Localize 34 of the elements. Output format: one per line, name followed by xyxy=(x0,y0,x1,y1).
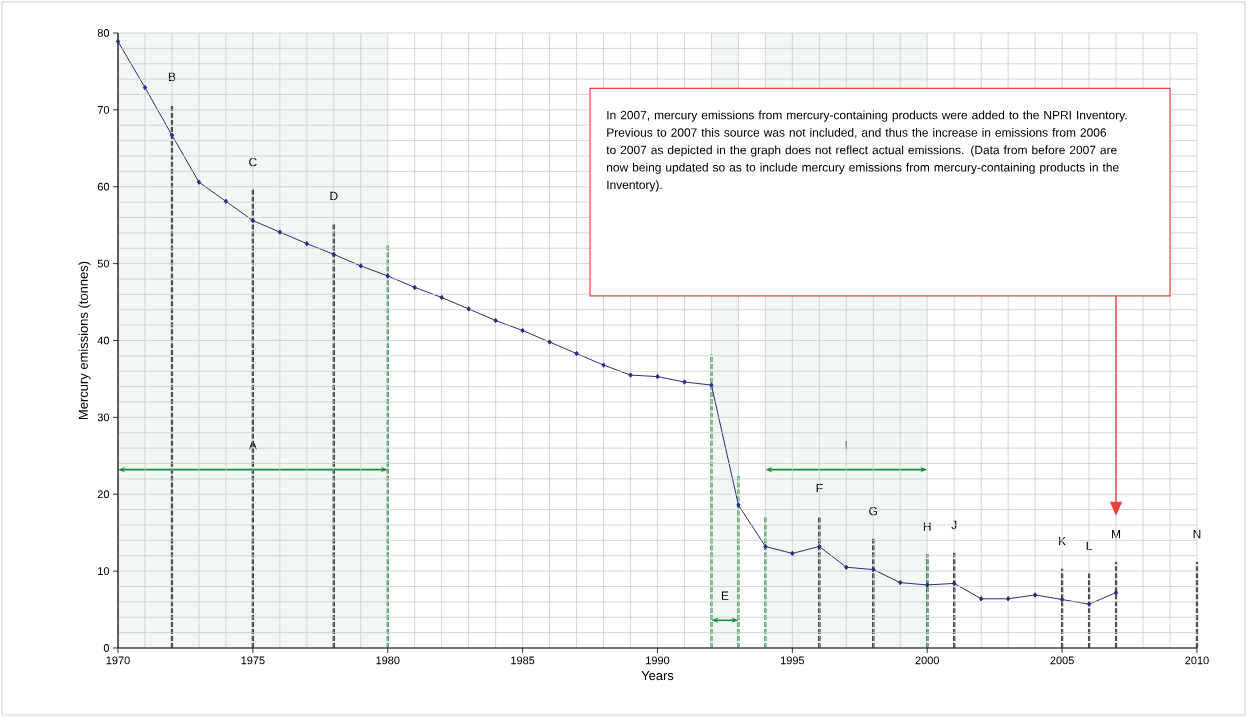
y-tick-label: 80 xyxy=(97,29,110,37)
x-tick-label: 1990 xyxy=(646,656,670,665)
y-tick-label: 40 xyxy=(97,336,110,345)
x-tick-label: 1970 xyxy=(106,656,130,665)
y-tick-label: 30 xyxy=(97,413,110,422)
ref-line-label: H xyxy=(923,522,931,531)
ref-line-label: F xyxy=(816,483,823,493)
x-tick-label: 1985 xyxy=(511,656,535,665)
y-tick-label: 10 xyxy=(98,567,110,575)
y-tick-label: 0 xyxy=(103,644,110,652)
y-tick-label: 70 xyxy=(97,106,110,114)
ref-line-label: D xyxy=(330,191,338,201)
ref-line-label: C xyxy=(249,157,257,167)
y-axis-title: Mercury emissions (tonnes) xyxy=(78,261,91,419)
x-tick-label: 2005 xyxy=(1050,656,1074,665)
x-tick-label: 1975 xyxy=(241,656,265,665)
ref-line-label: J xyxy=(951,520,957,530)
x-tick-label: 2000 xyxy=(915,656,939,665)
ref-line-label: G xyxy=(869,506,878,516)
x-tick-label: 1995 xyxy=(781,656,805,665)
x-axis-title: Years xyxy=(641,671,674,681)
annotation: In 2007, mercury emissions from mercury-containing products were added to the NPRI Inventory. Previous to 2007 this source was not included, and thus the increase in emissions from 2006 to 2007 as depicted in the graph does not reflect actual emissions. (Data from before 2007 are now being updated so as to include mercury emissions from mercury-containing products in the Inventory). xyxy=(606,110,1127,192)
x-tick-label: 1980 xyxy=(376,656,400,665)
y-tick-label: 50 xyxy=(97,259,110,268)
ref-line-label: L xyxy=(1086,541,1092,550)
y-tick-label: 60 xyxy=(97,182,110,191)
y-tick-label: 20 xyxy=(97,490,110,499)
ref-line-label: N xyxy=(1193,530,1201,539)
x-tick-label: 2010 xyxy=(1185,656,1209,665)
ref-line-label: K xyxy=(1059,537,1066,546)
band-label: E xyxy=(721,591,729,600)
ref-line-label: M xyxy=(1112,530,1121,539)
ref-line-label: B xyxy=(168,72,176,81)
band-label: I xyxy=(845,440,847,450)
